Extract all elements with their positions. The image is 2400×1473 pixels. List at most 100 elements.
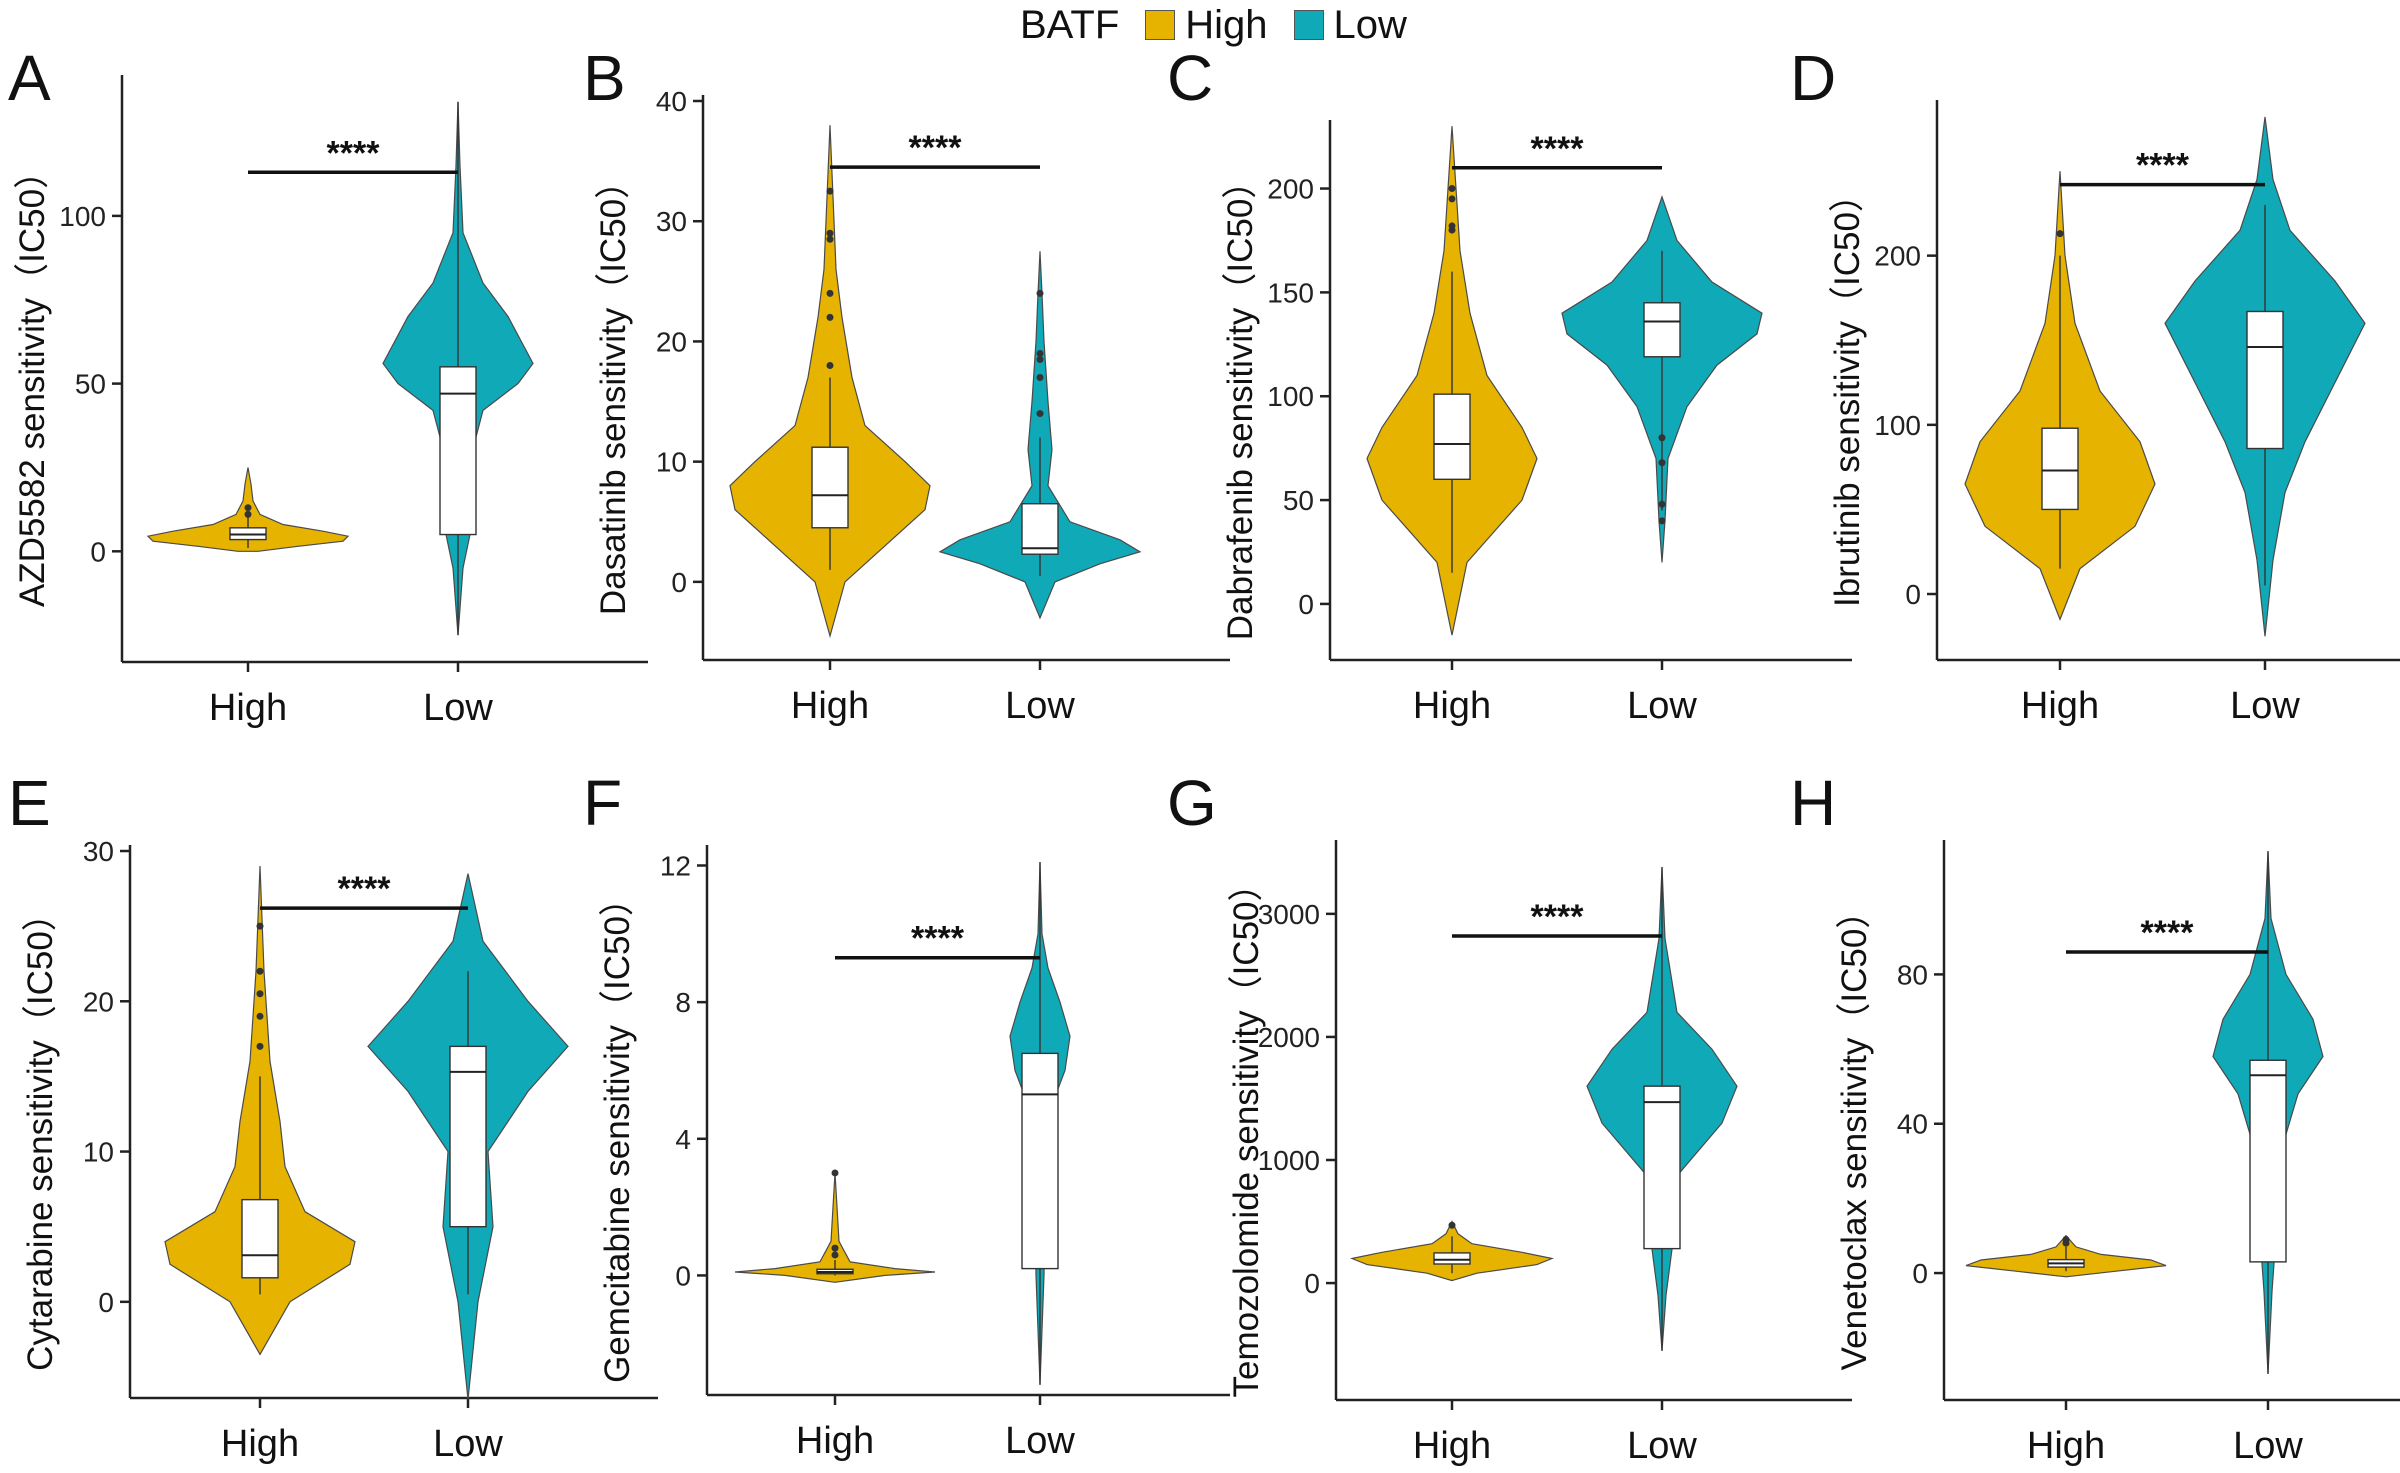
outlier-point — [1036, 374, 1044, 381]
x-tick-label: Low — [1627, 685, 1697, 727]
x-tick-label: High — [209, 687, 287, 729]
outlier-point — [826, 235, 834, 243]
y-tick-label: 200 — [1874, 241, 1921, 272]
box-low — [2246, 310, 2284, 450]
outlier-point — [1036, 410, 1044, 418]
y-axis-label: Dasatinib sensitivity（IC50） — [594, 164, 633, 615]
box-high — [241, 1198, 279, 1279]
panel-b: B 0 10 20 30 40 High Low Dasatinib sensitivity（I… — [583, 42, 1230, 727]
y-tick-label: 0 — [1304, 1268, 1320, 1299]
y-tick-label: 100 — [1267, 381, 1314, 412]
y-tick-label: 100 — [1874, 410, 1921, 441]
outlier-point — [1658, 434, 1666, 442]
outlier-point — [826, 229, 834, 237]
significance-label: **** — [911, 920, 965, 958]
outlier-point — [256, 990, 264, 998]
legend-label-low: Low — [1333, 2, 1407, 47]
y-tick-label: 20 — [83, 986, 114, 1017]
box-low — [439, 366, 477, 536]
panel-letter: C — [1167, 42, 1213, 114]
outlier-point — [256, 1042, 264, 1050]
y-axis-label: Temozolomide sensitivity（IC50） — [1227, 866, 1266, 1397]
y-tick-label: 200 — [1267, 174, 1314, 205]
x-tick-label: High — [2027, 1425, 2105, 1467]
outlier-point — [1036, 355, 1044, 363]
x-tick-label: High — [1413, 685, 1491, 727]
y-tick-label: 150 — [1267, 277, 1314, 308]
panel-f: F 0 4 8 12 High Low Gemcitabine sensitivity（IC5… — [583, 767, 1230, 1462]
panel-letter: E — [8, 767, 51, 839]
y-tick-label: 4 — [675, 1124, 691, 1155]
outlier-point — [1448, 1221, 1456, 1229]
y-tick-label: 30 — [83, 836, 114, 867]
legend-title: BATF — [1020, 2, 1120, 47]
y-tick-label: 0 — [1912, 1258, 1928, 1289]
outlier-point — [826, 313, 834, 321]
outlier-point — [1036, 289, 1044, 297]
y-tick-label: 80 — [1897, 959, 1928, 990]
y-tick-label: 0 — [671, 567, 687, 598]
panel-letter: G — [1167, 767, 1217, 839]
outlier-point — [1448, 195, 1456, 203]
y-axis-label: Gemcitabine sensitivity（IC50） — [598, 881, 637, 1383]
outlier-point — [256, 967, 264, 975]
panel-d: D 0 100 200 High Low Ibrutinib sensitivity（IC5… — [1790, 42, 2400, 727]
y-tick-label: 50 — [1283, 485, 1314, 516]
y-tick-label: 0 — [1905, 579, 1921, 610]
y-tick-label: 0 — [90, 536, 106, 567]
box-low — [2249, 1059, 2287, 1263]
y-tick-label: 2000 — [1258, 1022, 1320, 1053]
box-low — [1021, 1052, 1059, 1270]
x-tick-label: High — [796, 1420, 874, 1462]
y-tick-label: 20 — [656, 326, 687, 357]
y-tick-label: 3000 — [1258, 899, 1320, 930]
panel-a: A 0 50 100 High Low AZD5582 sensitivity（IC50） *… — [8, 42, 648, 729]
box-high — [1433, 393, 1471, 481]
outlier-point — [256, 922, 264, 930]
panel-letter: H — [1790, 767, 1836, 839]
panel-letter: D — [1790, 42, 1836, 114]
outlier-point — [244, 510, 252, 518]
x-tick-label: Low — [2233, 1425, 2303, 1467]
x-tick-label: Low — [2230, 685, 2300, 727]
outlier-point — [831, 1244, 839, 1252]
significance-label: **** — [2136, 147, 2190, 185]
significance-label: **** — [1531, 130, 1585, 168]
significance-label: **** — [2141, 914, 2195, 952]
panel-h: H 0 40 80 High Low Venetoclax sensitivity（IC50… — [1790, 767, 2400, 1467]
y-tick-label: 30 — [656, 206, 687, 237]
y-axis-label: Cytarabine sensitivity（IC50） — [21, 896, 60, 1371]
x-tick-label: High — [2021, 685, 2099, 727]
legend-label-high: High — [1185, 2, 1268, 47]
box-low — [1643, 1085, 1681, 1250]
box-high — [811, 446, 849, 529]
significance-label: **** — [327, 134, 381, 172]
outlier-point — [831, 1251, 839, 1259]
y-axis-label: Venetoclax sensitivity（IC50） — [1835, 894, 1874, 1371]
outlier-point — [2062, 1235, 2070, 1243]
x-tick-label: High — [1413, 1425, 1491, 1467]
outlier-point — [1658, 500, 1666, 508]
box-low — [1643, 302, 1681, 358]
x-tick-label: Low — [1627, 1425, 1697, 1467]
outlier-point — [1448, 185, 1456, 193]
legend-swatch-low — [1293, 10, 1324, 40]
outlier-point — [1658, 459, 1666, 467]
y-tick-label: 50 — [75, 369, 106, 400]
y-tick-label: 0 — [98, 1287, 114, 1318]
y-tick-label: 10 — [656, 447, 687, 478]
outlier-point — [256, 1012, 264, 1020]
panel-c: C 0 50 100 150 200 High Low Dabrafenib sensitivi… — [1167, 42, 1852, 727]
panel-e: E 0 10 20 30 High Low Cytarabine sensitivity（IC… — [8, 767, 658, 1465]
outlier-point — [2056, 230, 2064, 238]
box-high — [1433, 1252, 1471, 1265]
y-axis-label: Ibrutinib sensitivity（IC50） — [1828, 177, 1867, 607]
significance-label: **** — [909, 129, 963, 167]
legend-swatch-high — [1145, 10, 1176, 40]
y-tick-label: 10 — [83, 1137, 114, 1168]
y-tick-label: 12 — [660, 850, 691, 881]
outlier-point — [1036, 349, 1044, 357]
x-tick-label: High — [221, 1423, 299, 1465]
x-tick-label: Low — [1005, 1420, 1075, 1462]
